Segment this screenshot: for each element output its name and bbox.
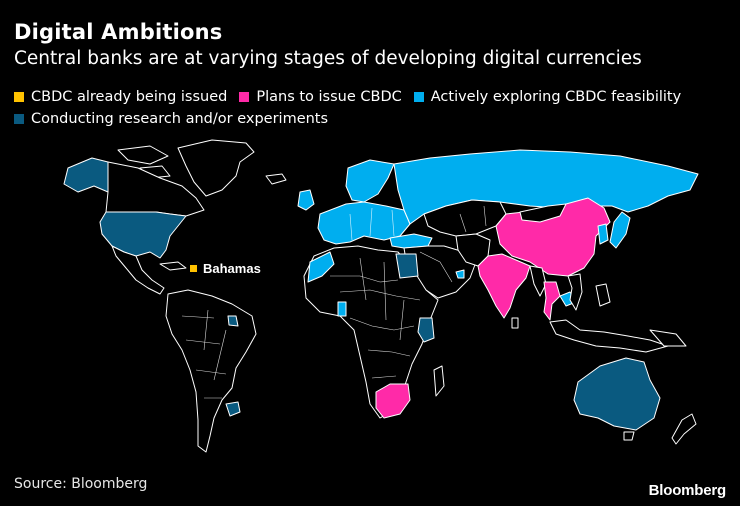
region-madagascar [433,365,445,397]
legend-swatch-issued [14,92,24,102]
world-map: Bahamas [63,139,699,453]
legend-label-exploring: Actively exploring CBDC feasibility [430,89,682,105]
region-india [477,253,531,319]
region-uk [297,189,315,211]
region-thailand [543,281,561,321]
region-mongolia [519,203,567,223]
region-bahamas-marker [190,265,197,272]
region-philippines [595,283,611,307]
region-myanmar [529,265,547,297]
region-russia [393,149,699,225]
region-vietnam [567,273,583,311]
region-south-africa [375,383,411,419]
region-new-zealand [671,413,697,445]
internal-borders [181,205,487,399]
legend: CBDC already being issued Plans to issue… [14,86,734,130]
legend-label-issued: CBDC already being issued [31,89,228,105]
region-usa [99,211,187,259]
legend-item-plans: Plans to issue CBDC [239,86,402,108]
region-ghana [337,301,347,317]
legend-row-2: Conducting research and/or experiments [14,108,734,130]
bloomberg-logo: Bloomberg [648,482,727,499]
region-egypt [395,253,419,279]
region-uruguay [225,401,241,417]
legend-row-1: CBDC already being issued Plans to issue… [14,86,734,108]
region-cuba [159,261,187,271]
region-iceland [265,173,287,185]
region-tasmania [623,431,635,441]
legend-label-plans: Plans to issue CBDC [256,89,402,105]
legend-item-exploring: Actively exploring CBDC feasibility [413,86,682,108]
region-canada [105,161,205,217]
region-alaska [63,157,109,193]
chart-title: Digital Ambitions [14,20,223,44]
region-south-america [165,289,257,453]
region-australia [573,357,661,431]
region-korea [597,223,609,245]
region-scandinavia [345,159,395,203]
chart-subtitle: Central banks are at varying stages of d… [14,48,642,69]
region-mexico [111,245,165,295]
region-morocco [307,251,335,283]
region-png [649,329,687,347]
legend-label-research: Conducting research and/or experiments [31,111,329,127]
greenland [177,139,255,197]
legend-swatch-research [14,114,24,124]
region-sri-lanka [511,317,519,329]
legend-item-research: Conducting research and/or experiments [14,108,328,130]
region-uae [455,269,465,279]
source-note: Source: Bloomberg [14,476,148,492]
legend-swatch-plans [239,92,250,102]
region-japan [609,211,631,249]
region-indonesia [549,319,669,353]
legend-swatch-exploring [413,92,424,102]
region-suriname [227,315,239,327]
bahamas-label: Bahamas [203,261,261,276]
legend-item-issued: CBDC already being issued [14,86,227,108]
region-kenya [417,317,435,343]
